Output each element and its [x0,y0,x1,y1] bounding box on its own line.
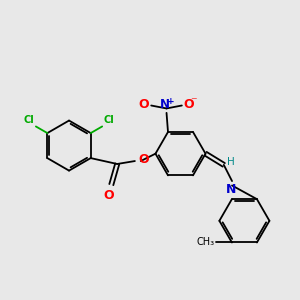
Text: Cl: Cl [24,115,34,125]
Text: N: N [226,183,237,196]
Text: O: O [103,189,114,202]
Text: O: O [138,153,149,166]
Text: O: O [183,98,194,110]
Text: +: + [167,98,174,106]
Text: ⁻: ⁻ [190,95,197,109]
Text: N: N [160,98,170,110]
Text: CH₃: CH₃ [196,238,214,248]
Text: H: H [227,157,235,167]
Text: O: O [138,98,149,110]
Text: Cl: Cl [103,115,114,125]
